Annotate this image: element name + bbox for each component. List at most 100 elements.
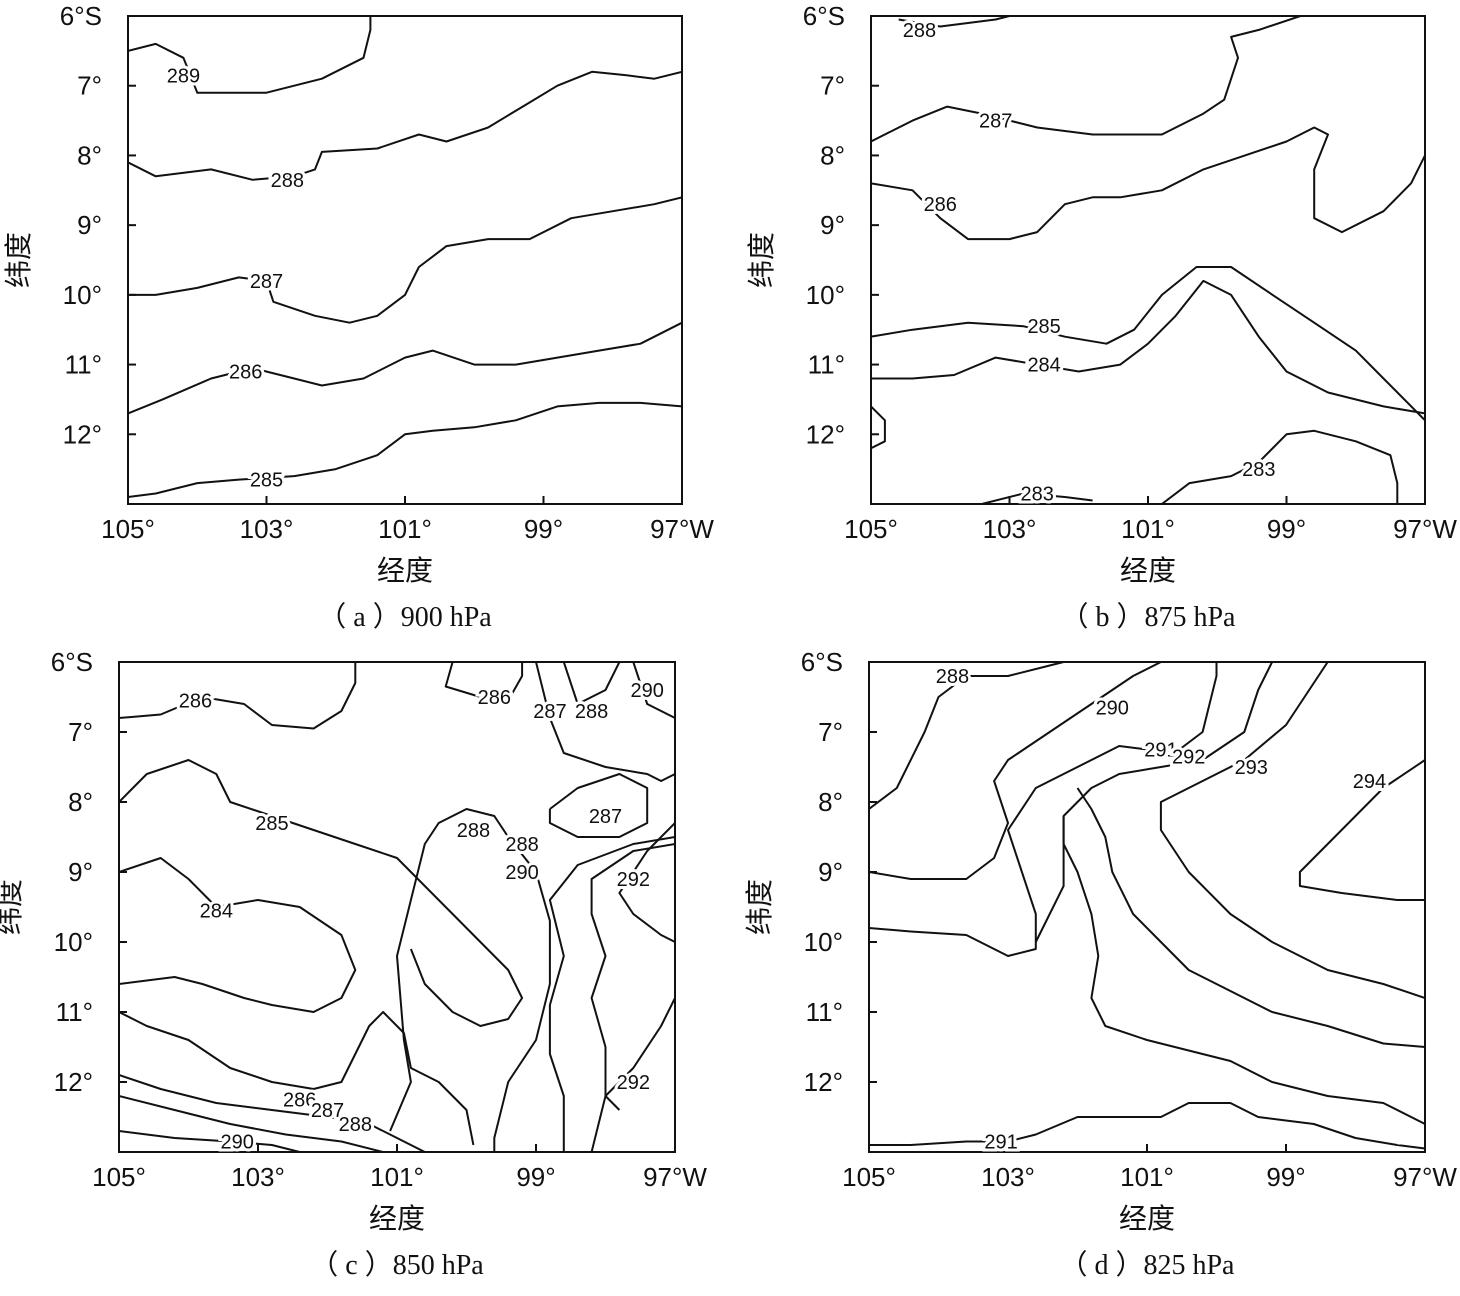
panel-a: 105° 103° 101° 99° 97°W 6°S 7° 8° 9° 10° 11° 12° 经度 纬… (2, 1, 714, 633)
contour-line (548, 836, 675, 1152)
contour-line (444, 662, 524, 702)
y-tick-label: 10° (54, 927, 93, 957)
contour-line (389, 808, 551, 1152)
y-tick-label: 12° (804, 1067, 843, 1097)
y-tick-label: 11° (65, 350, 102, 380)
x-tick-label: 99° (1267, 514, 1306, 544)
contour-line (871, 266, 1425, 422)
contour-line (871, 126, 1425, 241)
contour-line (632, 662, 675, 719)
x-tick-label: 99° (516, 1162, 555, 1192)
x-tick-label: 101° (1120, 1162, 1174, 1192)
y-axis-title: 纬度 (743, 879, 776, 935)
contour-line (1062, 816, 1425, 1125)
contour-label: 286 (924, 194, 957, 216)
y-tick-label: 11° (808, 350, 845, 380)
contour-label: 288 (339, 1114, 372, 1136)
x-tick-label: 103° (981, 1162, 1035, 1192)
x-tick-label: 97°W (643, 1162, 707, 1192)
contour-group (869, 662, 1425, 1150)
y-tick-label: 8° (818, 787, 843, 817)
contour-label: 288 (505, 834, 538, 856)
panel-d: 105° 103° 101° 99° 97°W 6°S 7° 8° 9° 10° 11° 12° 经度 纬… (743, 647, 1457, 1281)
y-tick-label: 11° (806, 997, 843, 1027)
x-tick-label: 103° (983, 514, 1037, 544)
x-tick-label: 105° (842, 1162, 896, 1192)
contour-line (898, 16, 1010, 28)
contour-group (119, 662, 675, 1152)
contour-line (618, 822, 675, 943)
contour-line (1034, 662, 1273, 943)
x-tick-label: 101° (378, 514, 432, 544)
y-tick-label: 6°S (51, 647, 93, 677)
contour-label: 288 (575, 701, 608, 723)
contour-line (128, 401, 682, 498)
x-tick-label: 105° (844, 514, 898, 544)
contour-line (871, 405, 886, 450)
x-tick-label: 99° (524, 514, 563, 544)
contour-line (604, 997, 675, 1111)
contour-label: 286 (229, 362, 262, 384)
contour-label: 284 (1027, 355, 1060, 377)
x-axis-title: 经度 (1119, 1202, 1175, 1235)
contour-label: 290 (505, 862, 538, 884)
y-tick-label: 9° (68, 857, 93, 887)
contour-line (128, 16, 372, 94)
contour-label: 284 (200, 901, 233, 923)
contour-line (869, 662, 1218, 957)
contour-line (871, 16, 1301, 143)
contour-label: 288 (936, 666, 969, 688)
contour-line (562, 662, 621, 705)
contour-label: 285 (250, 470, 283, 492)
contour-line (128, 321, 682, 415)
contour-line (119, 1074, 426, 1152)
contour-group (128, 16, 682, 498)
y-axis-title: 纬度 (745, 232, 778, 288)
x-tick-label: 103° (240, 514, 294, 544)
contour-line (590, 843, 675, 1152)
contour-label: 290 (631, 680, 664, 702)
contour-label: 286 (478, 687, 511, 709)
contour-label: 285 (1027, 316, 1060, 338)
contour-line (119, 662, 357, 730)
panel-c: 105° 103° 101° 99° 97°W 6°S 7° 8° 9° 10° 11° 12° 经度 纬… (0, 647, 707, 1281)
contour-label: 292 (1172, 747, 1205, 769)
panel-caption: （ a ）900 hPa (318, 601, 492, 633)
contour-line (1161, 429, 1399, 504)
contour-line (869, 662, 1162, 880)
y-tick-label: 12° (806, 419, 845, 449)
y-tick-label: 7° (77, 71, 102, 101)
panel-b: 105° 103° 101° 99° 97°W 6°S 7° 8° 9° 10° 11° 12° 经度 纬… (745, 1, 1457, 633)
plot-frame (868, 661, 1426, 1153)
contour-line (535, 662, 675, 782)
contour-label: 286 (283, 1090, 316, 1112)
contour-line (1159, 662, 1425, 999)
y-axis-title: 纬度 (0, 879, 26, 935)
contour-line (119, 759, 524, 1027)
contour-line (1076, 787, 1425, 1048)
contour-line (869, 662, 1064, 810)
x-tick-label: 97°W (650, 514, 714, 544)
y-tick-label: 10° (804, 927, 843, 957)
contour-line (548, 773, 649, 838)
contour-label: 287 (311, 1100, 344, 1122)
x-tick-label: 105° (101, 514, 155, 544)
contour-line (1298, 759, 1425, 901)
contour-label: 287 (250, 271, 283, 293)
x-axis-title: 经度 (377, 554, 433, 587)
contour-label: 288 (903, 20, 936, 42)
contour-line (119, 1095, 384, 1152)
y-tick-label: 7° (818, 717, 843, 747)
contour-label: 292 (617, 1072, 650, 1094)
y-tick-label: 6°S (803, 1, 845, 31)
panel-caption: （ c ）850 hPa (310, 1249, 484, 1281)
x-axis-title: 经度 (1120, 554, 1176, 587)
y-tick-label: 12° (63, 419, 102, 449)
contour-line (119, 1011, 475, 1146)
contour-line (119, 857, 357, 1013)
contour-label: 288 (271, 170, 304, 192)
contour-group (871, 16, 1425, 504)
y-tick-label: 8° (68, 787, 93, 817)
y-tick-label: 7° (820, 71, 845, 101)
x-axis-title: 经度 (369, 1202, 425, 1235)
